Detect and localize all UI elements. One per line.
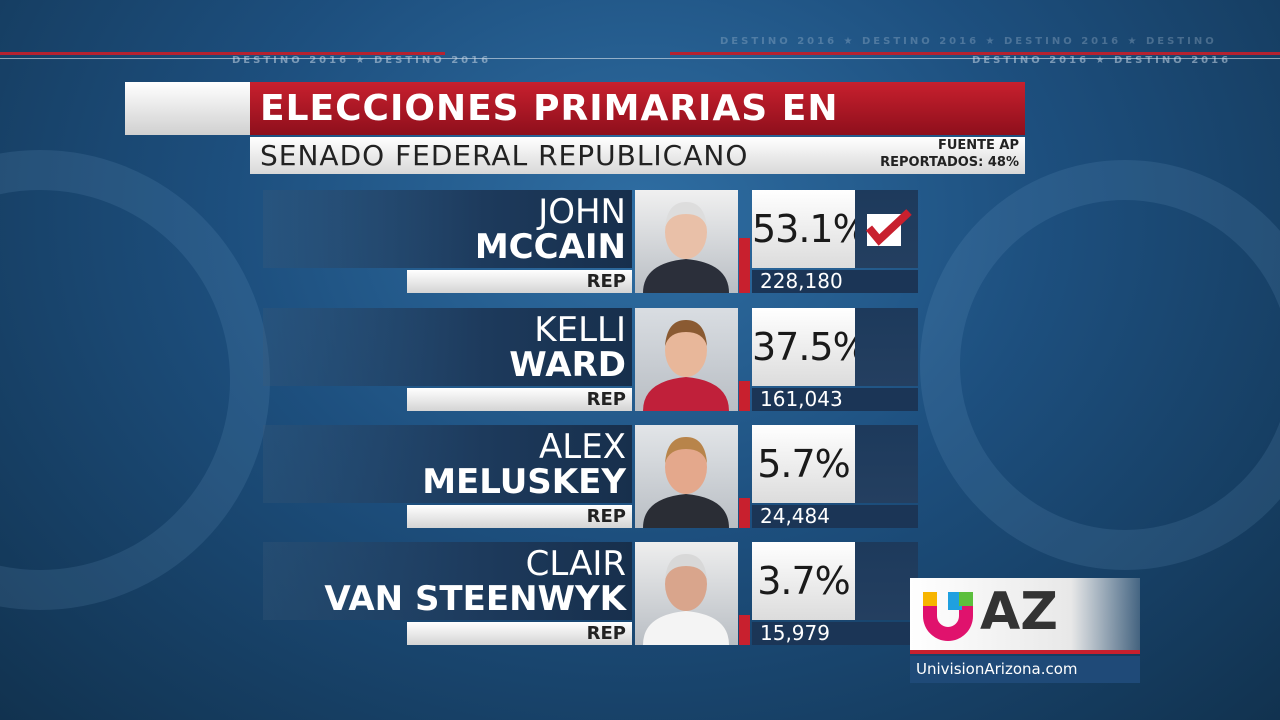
logo-stripe	[910, 650, 1140, 654]
portrait	[643, 202, 729, 293]
title: ELECCIONES PRIMARIAS EN ARIZONA	[250, 82, 1025, 182]
check-area	[855, 542, 918, 620]
name-panel: JOHN MCCAIN	[263, 190, 632, 268]
reported: REPORTADOS: 48%	[880, 155, 1019, 170]
banner-text: DESTINO 2016 ★ DESTINO 2016 ★ DESTINO 20…	[720, 36, 1217, 47]
portrait	[643, 320, 729, 411]
name-panel: CLAIR VAN STEENWYK	[263, 542, 632, 620]
portrait	[643, 554, 729, 645]
first-name: ALEX	[539, 427, 626, 467]
candidate-row: CLAIR VAN STEENWYK REP 3.7% 15,979	[0, 542, 1280, 647]
photo	[635, 425, 738, 528]
subtitle-bar: SENADO FEDERAL REPUBLICANO FUENTE AP REP…	[250, 137, 1025, 174]
red-strip	[739, 381, 750, 411]
name-panel: ALEX MELUSKEY	[263, 425, 632, 503]
banner-line	[670, 52, 1280, 55]
first-name: CLAIR	[525, 544, 626, 584]
check-area	[855, 190, 918, 268]
last-name: MELUSKEY	[422, 462, 626, 502]
first-name: JOHN	[538, 192, 626, 232]
url: UnivisionArizona.com	[910, 656, 1140, 683]
title-box	[125, 82, 250, 135]
votes: 161,043	[752, 388, 918, 411]
photo	[635, 542, 738, 645]
univision-logo	[923, 592, 973, 641]
candidate-row: JOHN MCCAIN REP 53.1% 228,180	[0, 190, 1280, 295]
red-strip	[739, 498, 750, 528]
red-strip	[739, 615, 750, 645]
candidate-row: KELLI WARD REP 37.5% 161,043	[0, 308, 1280, 413]
banner-text: DESTINO 2016 ★ DESTINO 2016	[972, 55, 1232, 66]
winner-check	[865, 209, 912, 246]
check-area	[855, 425, 918, 503]
last-name: MCCAIN	[474, 227, 626, 267]
source: FUENTE AP	[937, 138, 1019, 153]
party: REP	[407, 505, 632, 528]
check-area	[855, 308, 918, 386]
name-panel: KELLI WARD	[263, 308, 632, 386]
party: REP	[407, 622, 632, 645]
percent: 5.7%	[752, 425, 855, 503]
subtitle: SENADO FEDERAL REPUBLICANO	[260, 139, 749, 172]
portrait	[643, 437, 729, 528]
votes: 15,979	[752, 622, 918, 645]
last-name: VAN STEENWYK	[324, 579, 626, 619]
red-strip	[739, 238, 750, 293]
first-name: KELLI	[534, 310, 626, 350]
percent: 53.1%	[752, 190, 869, 268]
photo	[635, 190, 738, 293]
photo	[635, 308, 738, 411]
last-name: WARD	[509, 345, 626, 385]
banner-line	[0, 52, 445, 55]
votes: 24,484	[752, 505, 918, 528]
votes: 228,180	[752, 270, 918, 293]
banner-text: DESTINO 2016 ★ DESTINO 2016	[232, 55, 492, 66]
party: REP	[407, 270, 632, 293]
candidate-row: ALEX MELUSKEY REP 5.7% 24,484	[0, 425, 1280, 530]
percent: 37.5%	[752, 308, 869, 386]
logo-box: AZ	[910, 578, 1140, 650]
party: REP	[407, 388, 632, 411]
banner-line	[0, 58, 1280, 59]
percent: 3.7%	[752, 542, 855, 620]
station: AZ	[980, 582, 1058, 642]
